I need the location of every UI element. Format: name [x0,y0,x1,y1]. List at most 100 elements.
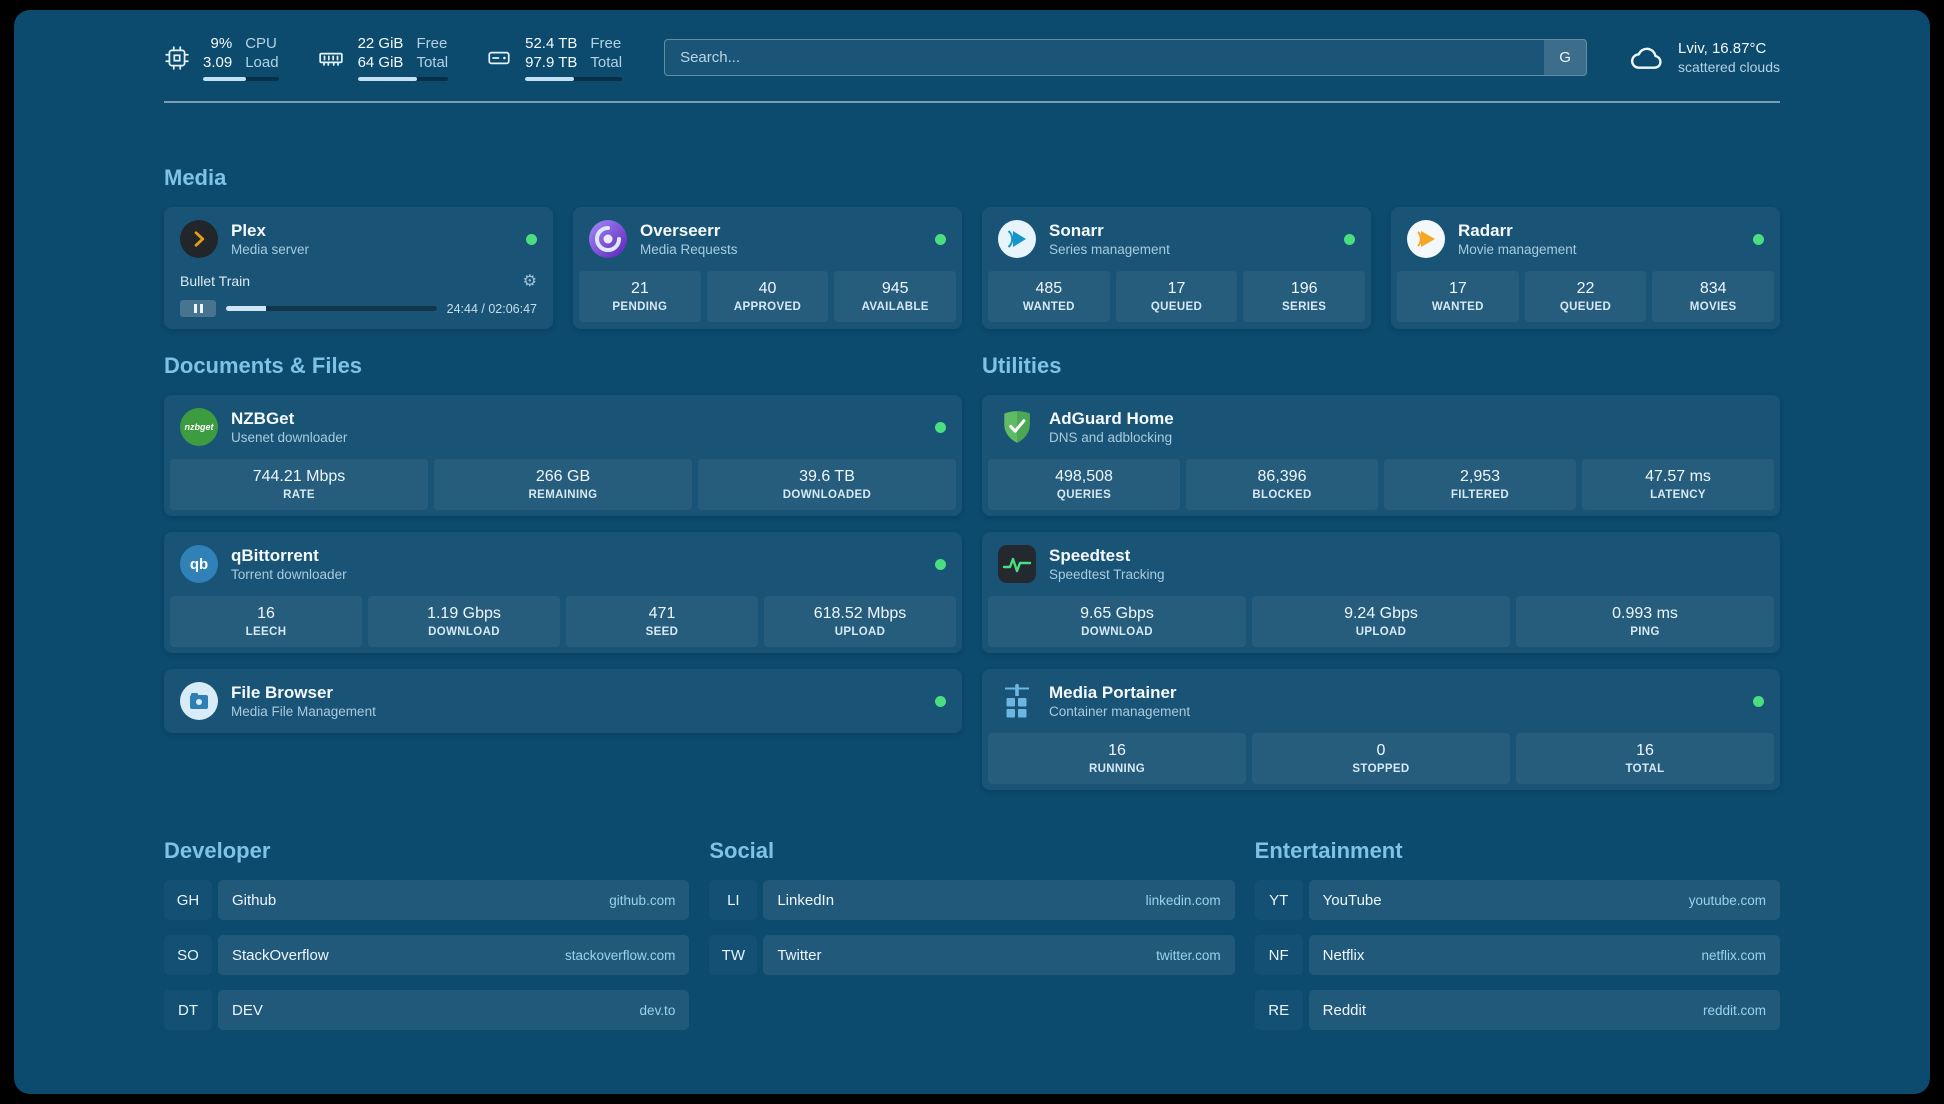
service-link-plex[interactable]: Plex Media server [164,207,553,271]
memory-free: 22 GiB [357,35,404,52]
service-link-adguard[interactable]: AdGuard Home DNS and adblocking [982,395,1780,459]
stat-value: 2,953 [1459,468,1501,485]
stat-value: 196 [1290,280,1318,297]
bookmark-link[interactable]: DT DEV dev.to [164,990,690,1030]
cpu-usage: 9% [210,35,233,52]
playback-time: 24:44 / 02:06:47 [446,301,537,316]
bookmark-name: StackOverflow [232,946,329,964]
service-stats: 498,508 QUERIES 86,396 BLOCKED 2,953 [982,459,1780,516]
bookmark-name: YouTube [1322,891,1382,909]
disk-widget: 52.4 TB 97.9 TB Free Total [486,34,623,81]
stat-label: QUEUED [1559,301,1612,313]
cpu-icon [164,45,190,71]
bookmark-link[interactable]: GH Github github.com [164,880,690,920]
stat-value: 39.6 TB [799,468,855,485]
stat-value: 86,396 [1257,468,1307,485]
gear-icon[interactable]: ⚙ [522,273,537,290]
stat-label: MOVIES [1689,301,1737,313]
disk-icon [486,45,512,71]
stat-box: 17 QUEUED [1115,271,1238,322]
service-link-overseerr[interactable]: Overseerr Media Requests [573,207,962,271]
stat-value: 618.52 Mbps [813,605,907,622]
cpu-usage-label: CPU [245,35,277,52]
stat-label: PENDING [612,301,668,313]
bookmark-domain: twitter.com [1156,947,1221,963]
bookmark-domain: github.com [609,892,676,908]
service-link-radarr[interactable]: Radarr Movie management [1391,207,1780,271]
service-card-radarr: Radarr Movie management 17 WANTED 22 [1391,207,1780,329]
section-title-entertainment: Entertainment [1254,838,1403,863]
stat-box: 17 WANTED [1397,271,1519,322]
radarr-icon [1407,220,1445,258]
stat-label: FILTERED [1450,489,1510,501]
stat-value: 834 [1699,280,1727,297]
bookmark-domain: reddit.com [1702,1002,1766,1018]
section-documents: Documents & Files nzbget NZBGet Usenet d… [164,353,962,790]
section-title-documents: Documents & Files [164,353,363,378]
stat-box: 945 AVAILABLE [834,271,957,322]
service-card-speedtest: Speedtest Speedtest Tracking 9.65 Gbps D… [982,532,1780,653]
service-name: Media Portainer [1049,683,1177,702]
stat-value: 16 [1636,742,1654,759]
bookmark-name: Github [232,891,277,909]
search-provider-button[interactable]: G [1544,40,1587,75]
nzbget-icon: nzbget [180,408,218,446]
speedtest-icon [998,545,1036,583]
cloud-icon [1629,44,1665,72]
bookmark-domain: dev.to [639,1002,676,1018]
bookmark-name: LinkedIn [777,891,835,909]
stat-value: 17 [1167,280,1186,297]
service-stats: 16 LEECH 1.19 Gbps DOWNLOAD 471 SE [164,596,962,653]
bookmark-abbr: GH [164,880,212,920]
stat-value: 22 [1576,280,1595,297]
weather-widget[interactable]: Lviv, 16.87°C scattered clouds [1629,39,1780,76]
pause-button[interactable] [180,300,216,317]
bookmark-link[interactable]: SO StackOverflow stackoverflow.com [164,935,690,975]
bookmark-abbr: RE [1255,990,1303,1030]
stat-box: 1.19 Gbps DOWNLOAD [368,596,560,647]
stat-label: APPROVED [733,301,802,313]
stat-value: 945 [881,280,909,297]
service-link-qbittorrent[interactable]: qb qBittorrent Torrent downloader [164,532,962,596]
service-link-sonarr[interactable]: Sonarr Series management [982,207,1371,271]
stat-label: UPLOAD [834,626,886,638]
bookmark-link[interactable]: LI LinkedIn linkedin.com [709,880,1235,920]
stat-value: 47.57 ms [1645,468,1711,485]
service-name: File Browser [231,683,334,702]
pause-icon [193,304,197,313]
topbar: 9% 3.09 CPU Load [164,34,1780,81]
cpu-load-avg: 3.09 [203,54,233,71]
bookmark-name: Reddit [1322,1001,1367,1019]
service-card-portainer: Media Portainer Container management 16 … [982,669,1780,790]
overseerr-icon [589,220,627,258]
service-link-speedtest[interactable]: Speedtest Speedtest Tracking [982,532,1780,596]
plex-icon [180,220,218,258]
bookmark-link[interactable]: TW Twitter twitter.com [709,935,1235,975]
stat-value: 498,508 [1055,468,1113,485]
service-card-adguard: AdGuard Home DNS and adblocking 498,508 … [982,395,1780,516]
stat-value: 0 [1376,742,1386,759]
filebrowser-icon [180,682,218,720]
stat-box: 86,396 BLOCKED [1186,459,1378,510]
stat-box: 21 PENDING [579,271,701,322]
disk-total-label: Total [590,54,623,71]
bookmark-name: Netflix [1322,946,1365,964]
search-input[interactable] [665,40,1545,75]
bookmark-link[interactable]: YT YouTube youtube.com [1255,880,1780,920]
playback-progress-bar[interactable] [226,306,437,311]
bookmark-link[interactable]: RE Reddit reddit.com [1255,990,1780,1030]
stat-label: TOTAL [1625,763,1665,775]
section-media: Media Plex Media server Bullet Train [164,165,1780,329]
stat-label: RATE [283,489,315,501]
stat-value: 17 [1448,280,1467,297]
stat-label: REMAINING [528,489,598,501]
status-online-dot [935,421,946,433]
service-link-nzbget[interactable]: nzbget NZBGet Usenet downloader [164,395,962,459]
service-link-filebrowser[interactable]: File Browser Media File Management [164,669,962,733]
status-online-dot [935,233,946,245]
bookmark-link[interactable]: NF Netflix netflix.com [1255,935,1780,975]
service-link-portainer[interactable]: Media Portainer Container management [982,669,1780,733]
section-title-developer: Developer [164,838,271,863]
adguard-icon [998,408,1036,446]
